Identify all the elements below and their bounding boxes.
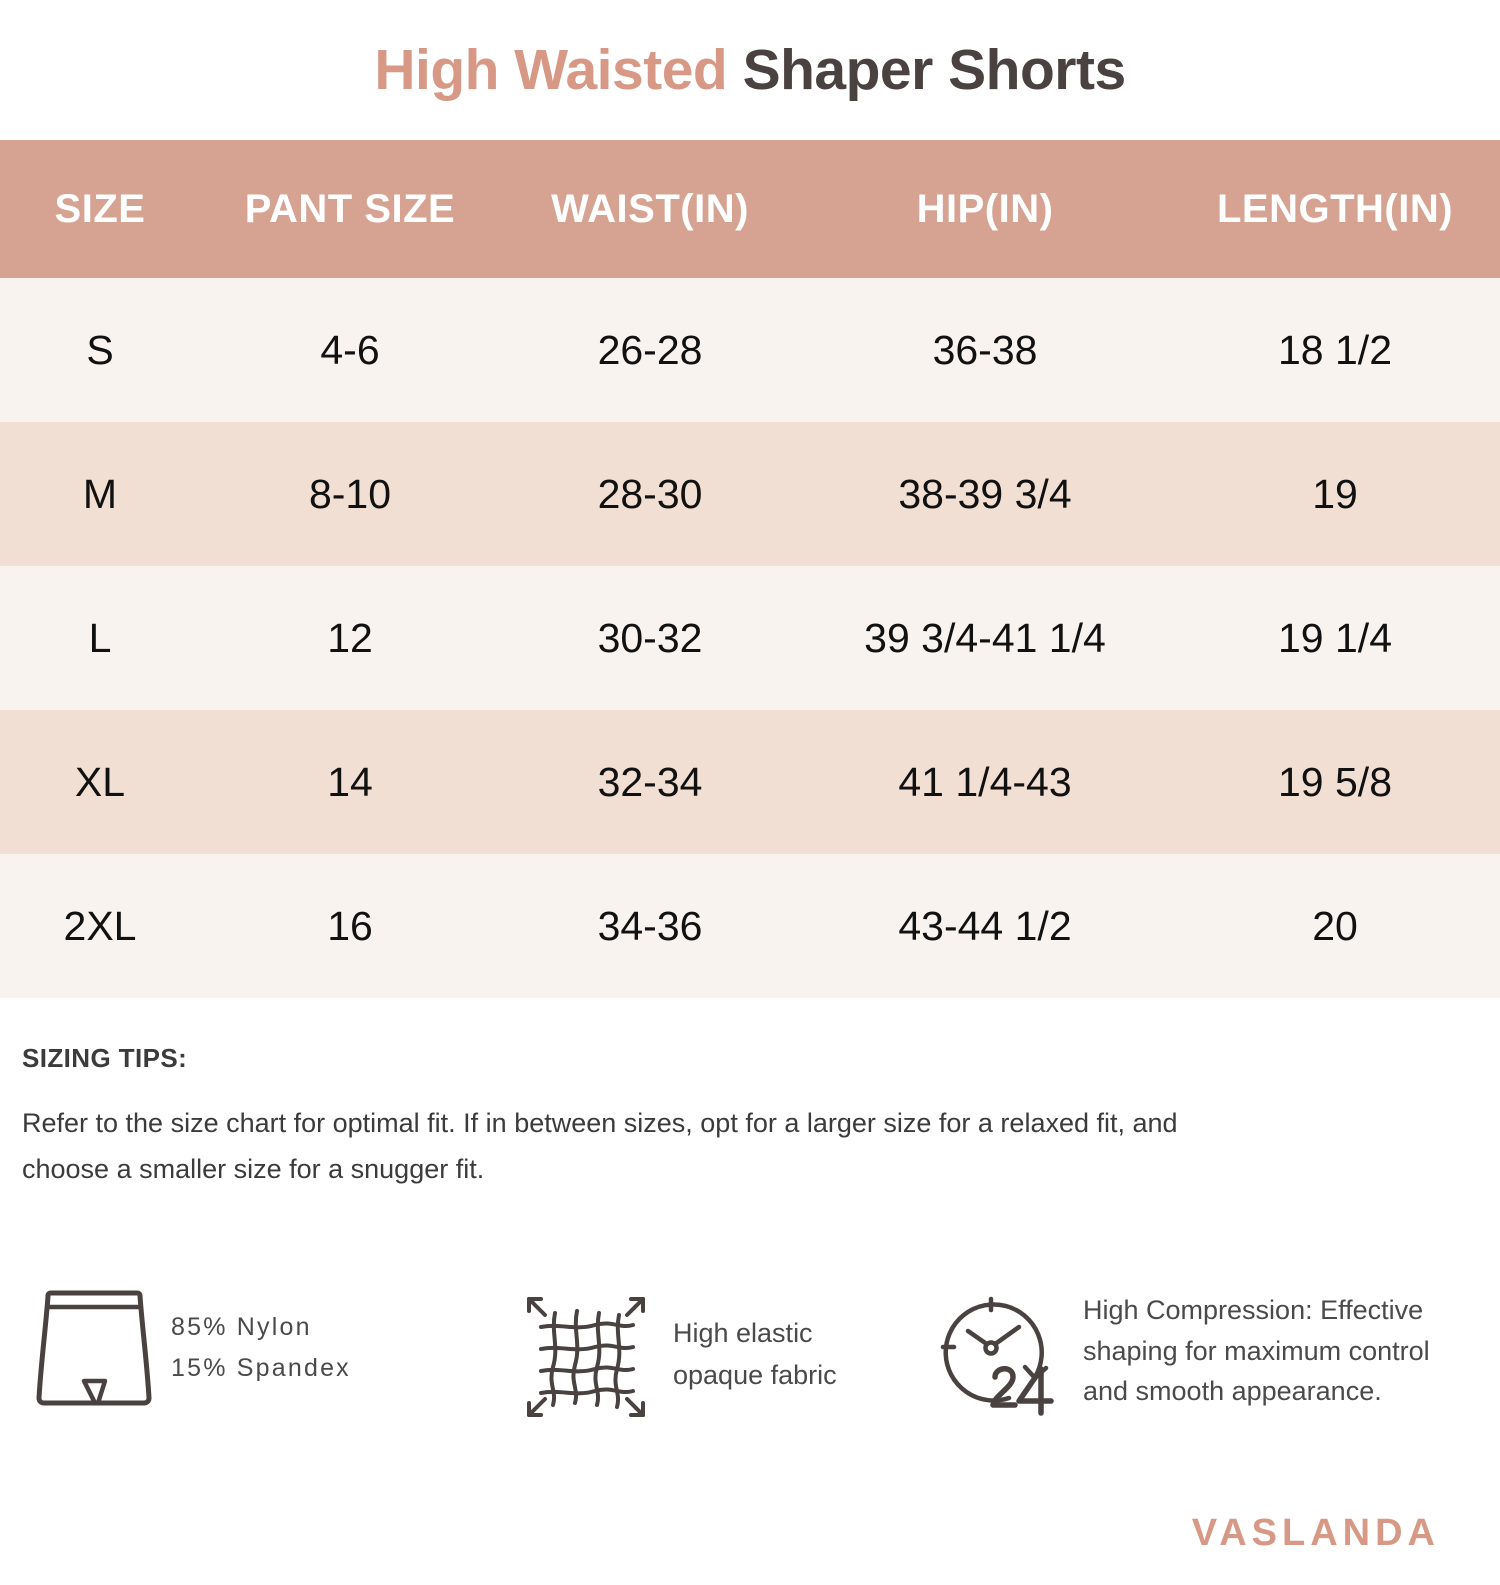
- cell-size: S: [0, 278, 200, 422]
- sizing-tips-body: Refer to the size chart for optimal fit.…: [22, 1100, 1442, 1193]
- feature-row: 85% Nylon 15% Spandex: [0, 1285, 1500, 1425]
- cell-size: XL: [0, 710, 200, 854]
- column-header-length: LENGTH(IN): [1170, 140, 1500, 278]
- cell-hip: 38-39 3/4: [800, 422, 1170, 566]
- title-accent-text: High Waisted: [374, 38, 728, 102]
- feature-compression-line-1: High Compression: Effective: [1083, 1295, 1424, 1326]
- cell-hip: 43-44 1/2: [800, 854, 1170, 998]
- stretch-fabric-icon: [515, 1285, 655, 1425]
- cell-pant: 16: [200, 854, 500, 998]
- cell-pant: 12: [200, 566, 500, 710]
- cell-length: 20: [1170, 854, 1500, 998]
- column-header-hip: HIP(IN): [800, 140, 1170, 278]
- feature-material-line-1: 85% Nylon: [171, 1313, 312, 1341]
- sizing-tips-section: SIZING TIPS: Refer to the size chart for…: [0, 998, 1500, 1193]
- feature-material: 85% Nylon 15% Spandex: [0, 1285, 460, 1410]
- feature-fabric-text: High elastic opaque fabric: [673, 1313, 837, 1397]
- feature-fabric-line-1: High elastic: [673, 1318, 813, 1349]
- cell-waist: 34-36: [500, 854, 800, 998]
- cell-size: L: [0, 566, 200, 710]
- feature-fabric: High elastic opaque fabric: [460, 1285, 920, 1425]
- table-row: 2XL 16 34-36 43-44 1/2 20: [0, 854, 1500, 998]
- table-header: SIZE PANT SIZE WAIST(IN) HIP(IN) LENGTH(…: [0, 140, 1500, 278]
- feature-fabric-line-2: opaque fabric: [673, 1360, 837, 1390]
- cell-hip: 36-38: [800, 278, 1170, 422]
- cell-waist: 28-30: [500, 422, 800, 566]
- brand-logo: VASLANDA: [1191, 1512, 1440, 1554]
- cell-pant: 14: [200, 710, 500, 854]
- shorts-icon: [35, 1285, 153, 1410]
- column-header-pant-size: PANT SIZE: [200, 140, 500, 278]
- table-row: M 8-10 28-30 38-39 3/4 19: [0, 422, 1500, 566]
- cell-length: 19 1/4: [1170, 566, 1500, 710]
- clock-24-icon: [935, 1285, 1065, 1417]
- table-header-row: SIZE PANT SIZE WAIST(IN) HIP(IN) LENGTH(…: [0, 140, 1500, 278]
- table-row: S 4-6 26-28 36-38 18 1/2: [0, 278, 1500, 422]
- feature-material-text: 85% Nylon 15% Spandex: [171, 1307, 351, 1388]
- cell-size: M: [0, 422, 200, 566]
- cell-length: 19 5/8: [1170, 710, 1500, 854]
- feature-material-line-2: 15% Spandex: [171, 1353, 351, 1382]
- cell-size: 2XL: [0, 854, 200, 998]
- cell-pant: 8-10: [200, 422, 500, 566]
- cell-waist: 26-28: [500, 278, 800, 422]
- title-dark-text: Shaper Shorts: [742, 38, 1127, 102]
- feature-compression: High Compression: Effective shaping for …: [920, 1285, 1480, 1417]
- table-body: S 4-6 26-28 36-38 18 1/2 M 8-10 28-30 38…: [0, 278, 1500, 998]
- table-row: XL 14 32-34 41 1/4-43 19 5/8: [0, 710, 1500, 854]
- feature-compression-line-3: and smooth appearance.: [1083, 1376, 1382, 1407]
- column-header-size: SIZE: [0, 140, 200, 278]
- cell-pant: 4-6: [200, 278, 500, 422]
- sizing-tips-line-1: Refer to the size chart for optimal fit.…: [22, 1108, 1178, 1138]
- column-header-waist: WAIST(IN): [500, 140, 800, 278]
- cell-length: 18 1/2: [1170, 278, 1500, 422]
- size-chart-table: SIZE PANT SIZE WAIST(IN) HIP(IN) LENGTH(…: [0, 140, 1500, 998]
- sizing-tips-heading: SIZING TIPS:: [22, 1043, 188, 1073]
- cell-hip: 39 3/4-41 1/4: [800, 566, 1170, 710]
- cell-length: 19: [1170, 422, 1500, 566]
- title-bar: High Waisted Shaper Shorts: [0, 0, 1500, 140]
- table-row: L 12 30-32 39 3/4-41 1/4 19 1/4: [0, 566, 1500, 710]
- cell-hip: 41 1/4-43: [800, 710, 1170, 854]
- sizing-tips-line-2: choose a smaller size for a snugger fit.: [22, 1154, 485, 1185]
- feature-compression-line-2: shaping for maximum control: [1083, 1335, 1430, 1366]
- feature-compression-text: High Compression: Effective shaping for …: [1083, 1290, 1430, 1412]
- cell-waist: 32-34: [500, 710, 800, 854]
- page-title: High Waisted Shaper Shorts: [374, 37, 1127, 103]
- cell-waist: 30-32: [500, 566, 800, 710]
